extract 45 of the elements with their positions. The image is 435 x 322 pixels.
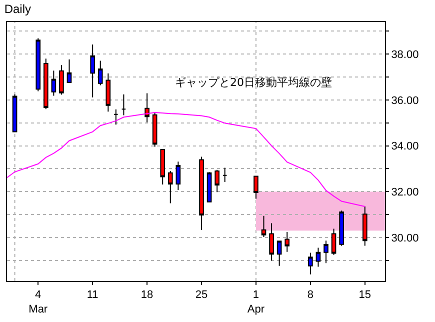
candlestick <box>362 206 368 246</box>
candlestick <box>222 167 228 182</box>
candlestick <box>12 94 18 132</box>
candlestick <box>214 169 220 193</box>
x-tick-label: 15 <box>358 289 372 302</box>
candlestick <box>114 108 118 126</box>
candlestick <box>44 58 48 110</box>
candlestick <box>90 44 95 98</box>
candlestick <box>276 240 282 266</box>
candlestick <box>324 240 328 264</box>
y-tick-label: 32.00 <box>391 186 419 198</box>
y-tick-label: 36.00 <box>391 94 419 107</box>
candlestick <box>199 156 204 230</box>
candlestick <box>261 215 266 238</box>
candlestick <box>98 60 103 86</box>
x-tick-label: 18 <box>140 289 154 302</box>
candlestick <box>106 72 111 112</box>
candlestick <box>66 58 72 84</box>
annotation: ギャップと20日移動平均線の壁 <box>175 76 332 89</box>
candlestick <box>59 64 64 96</box>
candlestick <box>316 247 321 268</box>
x-tick-label: 1 Apr <box>247 289 265 316</box>
candlestick <box>121 94 126 116</box>
candlestick <box>284 231 290 252</box>
candlestick <box>160 148 166 186</box>
candlestick <box>206 172 212 202</box>
y-tick-label: 38.00 <box>391 48 419 61</box>
candlestick <box>339 210 344 246</box>
candlestick <box>254 176 258 200</box>
y-tick-label: 34.00 <box>391 140 419 153</box>
candlestick <box>144 92 150 123</box>
x-tick-label: 8 <box>307 289 314 302</box>
candlestick <box>168 170 173 204</box>
x-tick-label: 25 <box>195 289 208 302</box>
candlestick <box>51 70 56 96</box>
candlestick <box>36 38 41 92</box>
candlestick <box>269 222 274 262</box>
y-tick-label: 30.00 <box>391 232 419 244</box>
x-tick-label: 4 Mar <box>28 289 48 316</box>
candlestick <box>308 252 313 275</box>
candlestick <box>152 112 158 148</box>
candlestick <box>331 228 336 256</box>
chart-title: Daily <box>4 2 32 16</box>
candlestick <box>176 161 181 191</box>
x-tick-label: 11 <box>86 289 98 302</box>
